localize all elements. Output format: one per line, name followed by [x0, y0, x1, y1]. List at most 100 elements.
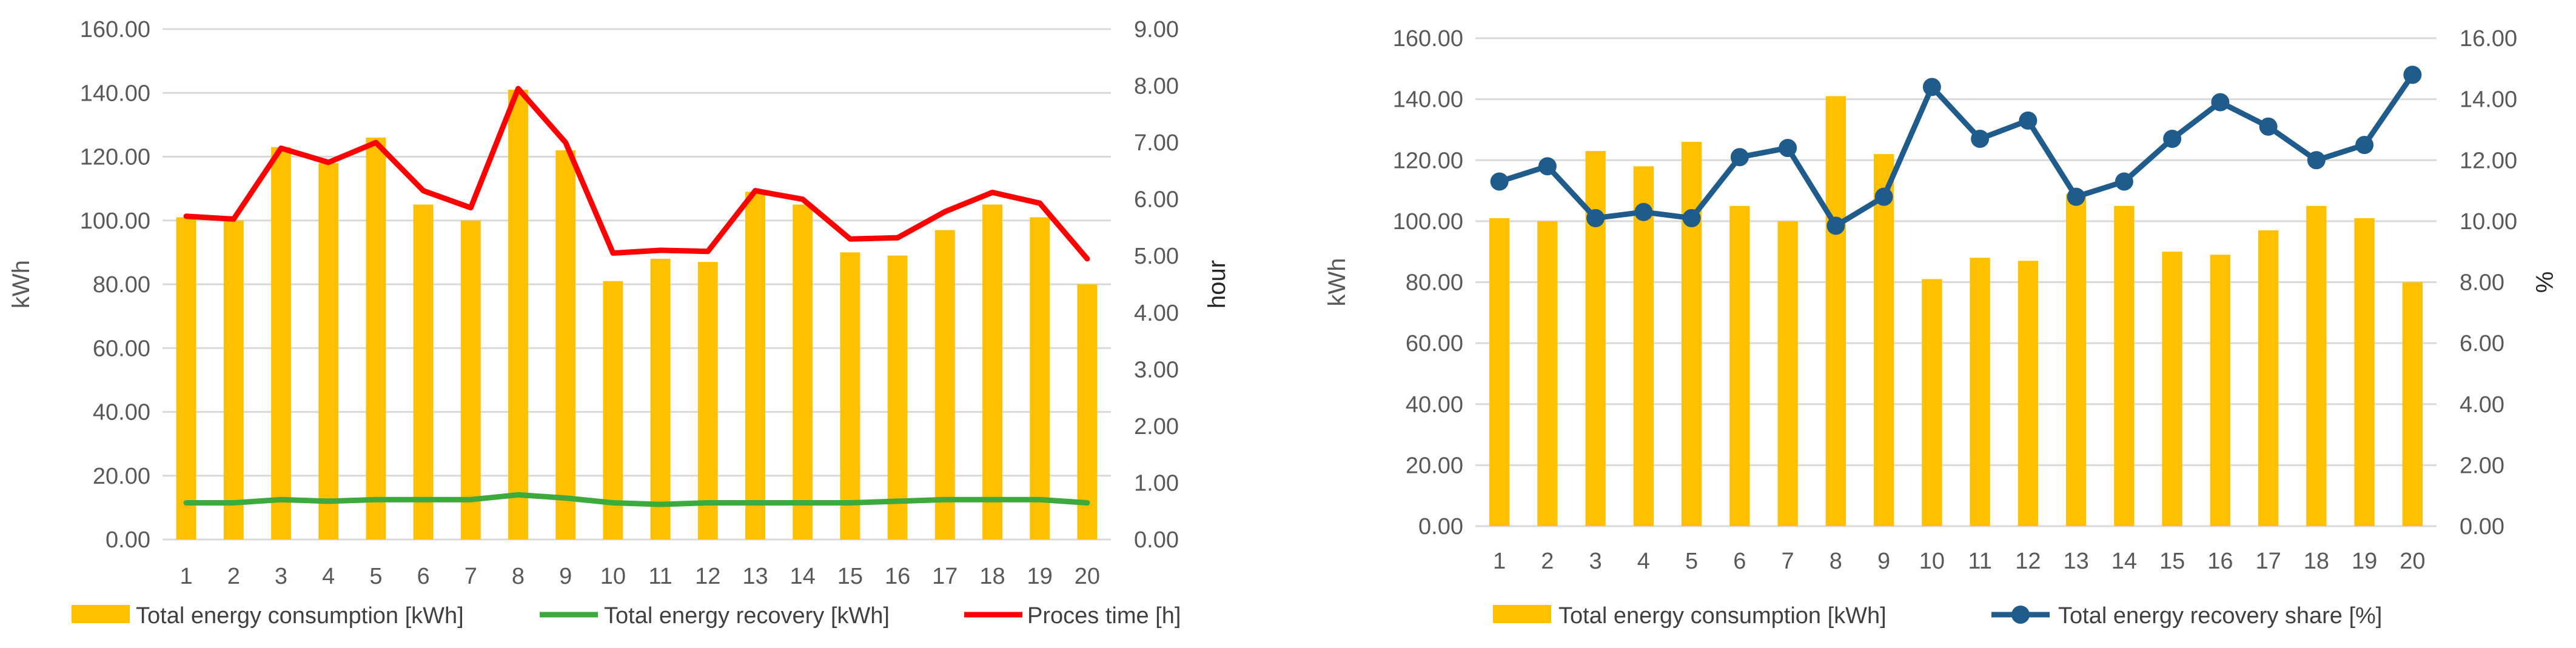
data-point: [1730, 148, 1749, 167]
y2-tick-label: 9.00: [1134, 17, 1179, 42]
y-tick-label: 20.00: [1406, 453, 1463, 478]
x-tick-label: 12: [695, 564, 720, 589]
series-line: [183, 492, 1090, 507]
x-tick-label: 8: [512, 564, 525, 589]
chart-process-time: 0.0020.0040.0060.0080.00100.00120.00140.…: [8, 17, 1230, 629]
data-point: [2307, 151, 2326, 170]
data-point: [2355, 136, 2374, 155]
data-point: [2403, 65, 2422, 84]
data-point: [2115, 172, 2133, 191]
x-tick-label: 2: [1541, 549, 1554, 574]
x-tick-label: 15: [2159, 549, 2185, 574]
x-tick-label: 10: [600, 564, 626, 589]
y2-tick-label: 5.00: [1134, 244, 1179, 269]
bar: [1729, 205, 1750, 526]
bar: [366, 137, 386, 540]
x-tick-label: 5: [1685, 549, 1698, 574]
x-tick-label: 7: [1782, 549, 1794, 574]
legend-label: Total energy recovery share [%]: [2058, 603, 2382, 629]
y-tick-label: 140.00: [80, 81, 150, 106]
data-point: [2019, 111, 2038, 130]
bar: [840, 252, 860, 539]
bar: [1633, 166, 1654, 526]
x-tick-label: 19: [2352, 549, 2377, 574]
bar: [1077, 284, 1098, 539]
bar: [2210, 255, 2231, 526]
x-tick-label: 3: [1589, 549, 1602, 574]
data-point: [2259, 117, 2278, 136]
x-tick-label: 17: [932, 564, 958, 589]
data-point: [1538, 157, 1557, 176]
y-tick-label: 140.00: [1393, 87, 1463, 113]
legend-swatch-bar: [72, 605, 130, 623]
x-tick-label: 19: [1027, 564, 1053, 589]
legend-label: Total energy consumption [kWh]: [1558, 603, 1887, 629]
y-tick-label: 20.00: [93, 464, 150, 489]
bar: [745, 192, 765, 539]
bar: [223, 220, 244, 539]
bar: [413, 204, 434, 539]
y2-tick-label: 4.00: [2460, 392, 2504, 418]
bar: [2114, 205, 2135, 526]
y-tick-label: 0.00: [106, 527, 150, 553]
x-tick-label: 11: [1968, 549, 1991, 574]
x-tick-label: 5: [369, 564, 382, 589]
bar: [1489, 218, 1510, 526]
data-point: [1826, 216, 1845, 235]
y2-tick-label: 7.00: [1134, 130, 1179, 156]
y2-axis-title: hour: [1204, 260, 1230, 309]
y2-tick-label: 16.00: [2460, 26, 2517, 52]
y2-tick-label: 12.00: [2460, 148, 2517, 173]
bar: [2306, 205, 2327, 526]
y-tick-label: 120.00: [1393, 148, 1463, 173]
y2-tick-label: 2.00: [2460, 453, 2504, 478]
x-tick-label: 20: [2400, 549, 2425, 574]
x-tick-label: 9: [1877, 549, 1890, 574]
x-tick-label: 13: [742, 564, 768, 589]
bar: [1030, 217, 1050, 539]
x-tick-label: 18: [979, 564, 1005, 589]
data-point: [2067, 187, 2085, 206]
bar: [460, 220, 481, 539]
bar: [176, 217, 196, 539]
x-tick-label: 11: [648, 564, 672, 589]
x-tick-label: 1: [180, 564, 193, 589]
y2-tick-label: 8.00: [2460, 270, 2504, 296]
x-tick-label: 18: [2304, 549, 2329, 574]
y2-tick-label: 14.00: [2460, 87, 2517, 113]
bar: [2162, 252, 2182, 526]
y-tick-label: 0.00: [1418, 514, 1463, 539]
bar: [1922, 279, 1942, 526]
y-axis-title: kWh: [1324, 258, 1350, 307]
y2-tick-label: 6.00: [1134, 187, 1179, 213]
bar: [603, 281, 623, 539]
x-tick-label: 3: [275, 564, 287, 589]
bar: [1873, 154, 1894, 526]
x-tick-label: 14: [2111, 549, 2137, 574]
bar: [2065, 193, 2087, 526]
x-tick-label: 6: [1733, 549, 1746, 574]
y-tick-label: 100.00: [80, 209, 150, 234]
bar: [318, 163, 339, 539]
x-tick-label: 15: [837, 564, 863, 589]
bar: [934, 230, 955, 539]
legend-swatch-bar: [1493, 605, 1551, 623]
data-point: [1682, 209, 1701, 227]
chart-recovery-share: 0.0020.0040.0060.0080.00100.00120.00140.…: [1324, 26, 2558, 629]
y2-tick-label: 8.00: [1134, 74, 1179, 99]
legend-label: Total energy recovery [kWh]: [604, 603, 890, 629]
x-tick-label: 16: [885, 564, 910, 589]
bar: [1681, 142, 1702, 526]
y2-tick-label: 10.00: [2460, 209, 2517, 235]
x-tick-label: 7: [465, 564, 477, 589]
x-tick-label: 6: [417, 564, 430, 589]
x-tick-label: 17: [2255, 549, 2281, 574]
bar: [271, 147, 291, 539]
x-tick-label: 2: [227, 564, 240, 589]
series-line: [183, 85, 1090, 262]
x-tick-label: 9: [559, 564, 572, 589]
data-point: [2211, 93, 2230, 112]
bar: [2354, 218, 2375, 526]
bar: [508, 89, 528, 540]
